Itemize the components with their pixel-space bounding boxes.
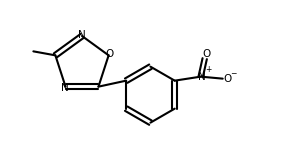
Text: −: − [230,69,237,78]
Text: O: O [105,49,114,59]
Text: N: N [78,30,86,40]
Text: N: N [61,83,68,93]
Text: +: + [206,65,212,74]
Text: O: O [224,74,232,84]
Text: O: O [203,49,211,59]
Text: N: N [198,72,206,82]
